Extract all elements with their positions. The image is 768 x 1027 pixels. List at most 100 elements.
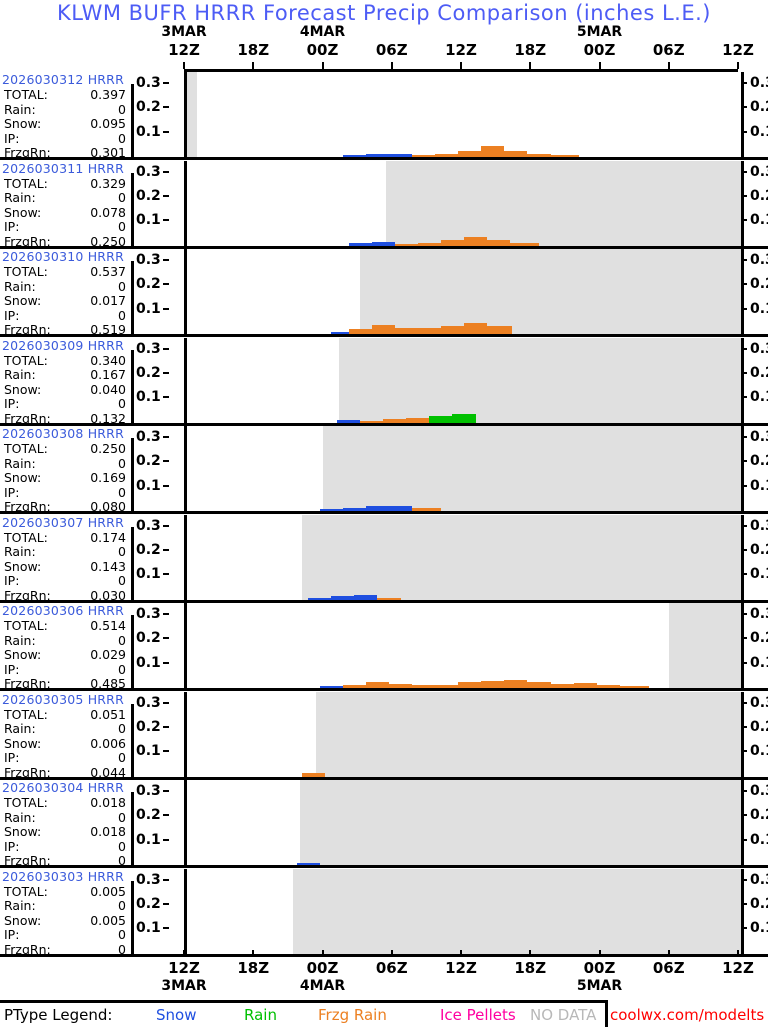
panel-stat-label: FrzgRn: <box>4 410 51 426</box>
y-tick-dash <box>162 524 169 527</box>
panel-plot-area <box>184 603 744 688</box>
panel-stat-label: IP: <box>4 573 20 589</box>
bottom-axis-tick <box>667 950 670 957</box>
panel-run-header: 2026030309 HRRR <box>2 337 124 353</box>
panel-stat-value: 0.250 <box>90 441 126 456</box>
no-data-region <box>385 160 741 246</box>
panel-stat-value: 0 <box>118 661 126 677</box>
panel-stat-label: Snow: <box>4 912 42 928</box>
y-tick-dash <box>162 838 169 841</box>
panel-y-tick-left: 0.1 <box>136 920 169 936</box>
y-tick-text: 0.2 <box>136 99 161 116</box>
y-tick-text: 0.1 <box>136 477 161 494</box>
y-tick-text: 0.3 <box>136 871 161 888</box>
panel-stat-value: 0.169 <box>90 470 126 486</box>
panel-stat-label: IP: <box>4 750 20 766</box>
panel-stat-row: Rain: 0 <box>2 544 130 559</box>
panel-y-tick-right: 0.1 <box>741 301 768 317</box>
forecast-panel: 2026030309 HRRR TOTAL: 0.340 Rain: 0.167 Snow… <box>0 337 768 427</box>
y-tick-dash <box>162 927 169 930</box>
credit-link[interactable]: coolwx.com/modelts <box>610 1006 765 1024</box>
panel-plot-area <box>184 337 744 423</box>
y-tick-text: 0.2 <box>750 453 768 470</box>
panel-stat-row: Snow: 0.040 <box>2 382 130 397</box>
panel-plot-area <box>184 514 744 600</box>
top-axis-hour-label: 12Z <box>722 41 754 59</box>
panel-stat-label: TOTAL: <box>4 87 48 102</box>
panel-y-axis-bar <box>131 261 134 334</box>
precip-bar <box>487 239 511 246</box>
panel-stat-row: TOTAL: 0.329 <box>2 176 130 191</box>
panel-stat-row: IP: 0 <box>2 839 130 854</box>
panel-stat-label: Rain: <box>4 455 36 471</box>
panel-stat-value: 0 <box>118 219 126 235</box>
bottom-axis-hour-label: 06Z <box>652 959 685 977</box>
precip-bar <box>360 420 384 423</box>
panel-stat-row: Rain: 0 <box>2 279 130 294</box>
panel-stat-label: IP: <box>4 838 20 854</box>
panel-y-tick-left: 0.1 <box>136 389 169 405</box>
y-tick-dash <box>741 661 747 664</box>
bottom-axis-hour-label: 00Z <box>583 959 616 977</box>
panel-stat-label: FrzgRn: <box>4 145 51 161</box>
panel-stat-label: TOTAL: <box>4 795 48 810</box>
top-axis-hour-label: 12Z <box>168 41 200 59</box>
top-axis-hour-label: 00Z <box>583 41 616 59</box>
panel-y-axis-bar <box>131 438 134 511</box>
panel-plot-area <box>184 72 744 157</box>
panel-stat-value: 0.519 <box>90 322 126 338</box>
bottom-axis-tick <box>460 950 462 957</box>
panel-stat-row: Snow: 0.143 <box>2 559 130 574</box>
precip-bar <box>319 686 343 688</box>
panel-stat-row: TOTAL: 0.174 <box>2 530 130 545</box>
y-tick-text: 0.2 <box>136 718 161 735</box>
panel-y-tick-left: 0.1 <box>136 478 169 494</box>
bottom-axis-tick <box>252 950 255 957</box>
bottom-axis-tick <box>529 950 532 957</box>
legend-item-rain: Rain <box>244 1006 277 1024</box>
panel-y-tick-right: 0.3 <box>741 872 768 888</box>
panel-y-tick-left: 0.2 <box>136 719 169 735</box>
precip-bar <box>342 685 366 688</box>
panel-separator <box>0 511 768 514</box>
bottom-time-axis: 12Z 18Z 00Z 06Z 12Z 18Z 00Z 06Z 12Z 3MAR 4MAR 5MAR <box>0 950 768 1003</box>
panel-stat-row: Rain: 0 <box>2 102 130 117</box>
y-tick-text: 0.3 <box>750 517 768 534</box>
y-tick-text: 0.2 <box>750 364 768 381</box>
panel-stat-row: Rain: 0 <box>2 190 130 205</box>
forecast-panel: 2026030305 HRRR TOTAL: 0.051 Rain: 0 Snow: 0.0… <box>0 691 768 781</box>
bottom-axis-tick <box>183 950 185 957</box>
bottom-axis-tick <box>321 950 324 957</box>
panel-y-axis-bar <box>131 880 134 954</box>
panel-stat-value: 0.537 <box>90 264 126 279</box>
y-tick-dash <box>741 548 747 551</box>
y-tick-dash <box>741 396 747 399</box>
panel-y-axis-bar <box>131 703 134 777</box>
panel-y-tick-right: 0.1 <box>741 832 768 848</box>
y-tick-dash <box>741 814 747 817</box>
panel-stat-row: IP: 0 <box>2 308 130 323</box>
precip-bar <box>342 155 366 157</box>
y-tick-text: 0.3 <box>750 429 768 446</box>
panel-stat-row: FrzgRn: 0.485 <box>2 676 130 691</box>
panel-stat-row: Rain: 0.167 <box>2 367 130 382</box>
no-data-region <box>323 426 741 511</box>
panel-label-block: 2026030311 HRRR TOTAL: 0.329 Rain: 0 Snow: 0.0… <box>2 161 130 249</box>
panel-stat-value: 0.029 <box>90 647 126 663</box>
panel-plot-area <box>184 691 744 777</box>
y-tick-text: 0.2 <box>750 99 768 116</box>
panel-stat-value: 0 <box>118 278 126 294</box>
no-data-region <box>316 691 741 777</box>
y-tick-text: 0.1 <box>136 654 161 671</box>
panel-stat-value: 0 <box>118 809 126 825</box>
y-tick-dash <box>741 130 747 133</box>
precip-bar <box>319 509 343 511</box>
y-tick-dash <box>741 436 747 439</box>
panel-y-tick-right: 0.3 <box>741 606 768 622</box>
panel-stat-row: Rain: 0 <box>2 456 130 471</box>
panel-stat-value: 0 <box>118 838 126 854</box>
panel-stat-row: Rain: 0 <box>2 898 130 913</box>
panel-stat-label: Snow: <box>4 470 42 486</box>
y-tick-dash <box>741 524 747 527</box>
panel-y-tick-right: 0.3 <box>741 341 768 357</box>
